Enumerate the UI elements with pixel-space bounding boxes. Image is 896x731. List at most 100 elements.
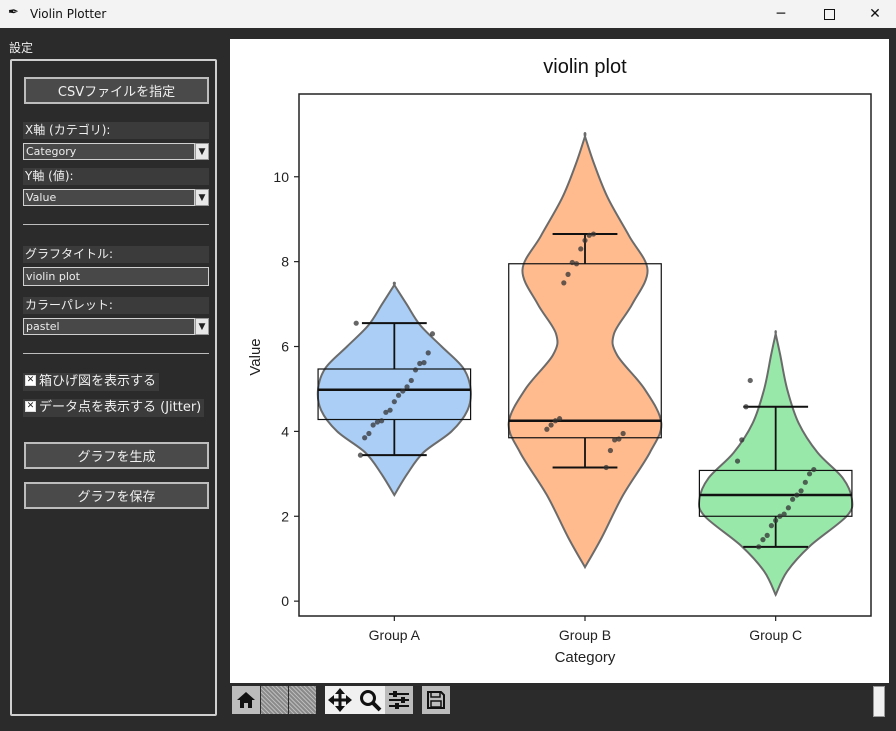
palette-label: カラーパレット: (23, 297, 209, 314)
data-point (790, 496, 796, 502)
pan-icon (328, 688, 352, 712)
data-point (362, 435, 368, 441)
violin-chart: violin plot 0 2 4 6 8 10 Group A Group B Group C… (247, 56, 872, 666)
x-axis-title: Category (555, 649, 616, 666)
data-point (400, 388, 406, 394)
data-point (412, 367, 419, 373)
configure-subplots-icon (389, 691, 409, 709)
chevron-down-icon: ▼ (198, 192, 206, 203)
data-point (739, 437, 745, 443)
data-point (802, 479, 808, 485)
x-tick-label: Group A (369, 627, 421, 643)
data-point (578, 246, 584, 252)
data-point (781, 511, 787, 517)
feather-icon: ✒ (8, 5, 19, 20)
data-point (794, 492, 800, 498)
separator (23, 353, 209, 354)
chevron-down-icon: ▼ (198, 321, 206, 332)
data-point (561, 280, 567, 286)
data-point (760, 537, 766, 543)
data-point (556, 416, 563, 422)
data-point (573, 261, 580, 267)
generate-graph-button[interactable]: グラフを生成 (24, 442, 209, 469)
data-point (417, 360, 423, 367)
x-axis-select[interactable]: Category (23, 143, 195, 160)
y-axis-label: Y軸 (値): (23, 168, 209, 185)
settings-heading: 設定 (9, 41, 34, 55)
y-tick-label: 2 (281, 508, 289, 524)
window-titlebar: ✒ Violin Plotter ─ ✕ (0, 0, 896, 28)
y-tick-label: 10 (273, 169, 289, 185)
y-tick-label: 4 (281, 423, 289, 439)
data-point (366, 430, 372, 437)
y-tick-label: 6 (281, 339, 289, 355)
data-point (734, 458, 741, 464)
forward-button[interactable] (289, 686, 316, 714)
data-point (544, 426, 550, 432)
minimize-button[interactable]: ─ (758, 0, 804, 28)
palette-select[interactable]: pastel (23, 318, 195, 335)
data-point (429, 331, 436, 337)
navigation-toolbar (230, 683, 889, 719)
chart-title: violin plot (543, 56, 627, 78)
save-figure-icon (427, 691, 445, 709)
home-icon (237, 692, 255, 708)
pan-button[interactable] (325, 686, 355, 714)
select-csv-button[interactable]: CSVファイルを指定 (24, 77, 209, 104)
back-button[interactable] (261, 686, 288, 714)
data-point (764, 532, 770, 538)
data-point (379, 418, 385, 424)
maximize-icon (823, 8, 835, 20)
data-point (773, 517, 779, 524)
data-point (811, 466, 817, 473)
resize-handle[interactable] (873, 686, 885, 717)
checkbox-checked-icon: ✕ (25, 375, 36, 386)
y-tick-label: 8 (281, 254, 289, 270)
data-point (582, 237, 588, 244)
palette-dropdown-button[interactable]: ▼ (195, 318, 209, 335)
data-point (391, 399, 397, 405)
violin-body (507, 131, 663, 570)
data-point (756, 544, 762, 550)
data-point (586, 232, 592, 238)
show-boxplot-checkbox[interactable]: ✕ 箱ひげ図を表示する (23, 373, 160, 391)
x-tick-label: Group B (559, 627, 611, 643)
save-graph-button[interactable]: グラフを保存 (24, 482, 209, 509)
data-point (612, 437, 618, 443)
chevron-down-icon: ▼ (198, 146, 206, 157)
data-point (620, 430, 626, 437)
y-axis-select[interactable]: Value (23, 189, 195, 206)
data-point (607, 447, 614, 454)
maximize-button[interactable] (806, 0, 852, 28)
checkbox-checked-icon: ✕ (25, 401, 36, 412)
save-figure-button[interactable] (422, 686, 450, 714)
graph-title-input[interactable]: violin plot (23, 267, 209, 286)
data-point (421, 360, 427, 366)
graph-title-label: グラフタイトル: (23, 246, 209, 263)
close-icon: ✕ (869, 6, 881, 22)
y-axis-title: Value (247, 338, 264, 375)
close-button[interactable]: ✕ (852, 0, 896, 28)
y-axis-dropdown-button[interactable]: ▼ (195, 189, 209, 206)
separator (23, 224, 209, 225)
show-points-checkbox[interactable]: ✕ データ点を表示する (Jitter) (23, 399, 205, 417)
data-point (395, 392, 402, 398)
show-boxplot-label: 箱ひげ図を表示する (39, 374, 157, 389)
data-point (806, 471, 813, 477)
x-tick-label: Group C (749, 627, 802, 643)
data-point (548, 422, 554, 428)
data-point (552, 418, 558, 424)
zoom-button[interactable] (355, 686, 385, 714)
data-point (798, 488, 804, 494)
home-button[interactable] (232, 686, 260, 714)
configure-subplots-button[interactable] (385, 686, 413, 714)
data-point (590, 231, 597, 237)
zoom-icon (360, 690, 382, 712)
data-point (370, 422, 376, 428)
data-point (743, 404, 749, 410)
data-point (777, 513, 783, 519)
data-point (408, 377, 414, 384)
data-point (603, 464, 609, 471)
x-axis-dropdown-button[interactable]: ▼ (195, 143, 209, 160)
data-point (357, 452, 364, 458)
